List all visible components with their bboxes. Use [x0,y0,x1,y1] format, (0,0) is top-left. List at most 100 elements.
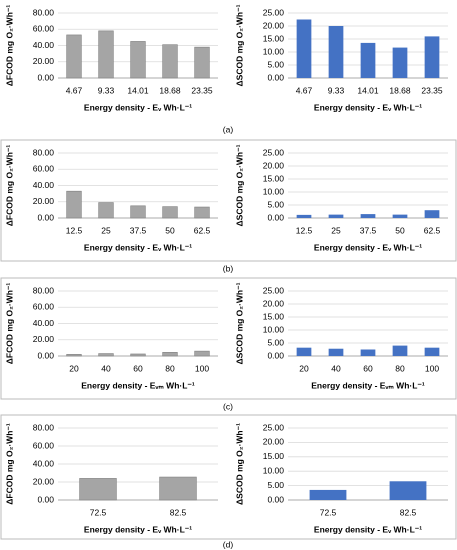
y-axis-label: ΔSCOD mg O₂·Wh⁻¹ [234,282,244,364]
x-tick-label: 18.68 [389,85,411,95]
panel-frame [0,277,457,400]
bar [424,210,440,218]
x-axis-label: Energy density - Eᵥ Wh·L⁻¹ [314,242,422,252]
y-tick-label: 80.00 [33,7,55,17]
y-tick-label: 25.00 [263,147,285,157]
bar [328,26,344,78]
bar [194,46,210,79]
y-tick-label: 15.00 [263,33,285,43]
y-tick-label: 20.00 [33,56,55,66]
y-axis-label: ΔFCOD mg O₂·Wh⁻¹ [4,423,14,505]
y-tick-label: 20.00 [263,437,285,447]
x-tick-label: 23.35 [191,85,213,95]
bar [392,345,408,356]
bar [194,206,210,219]
x-tick-label: 62.5 [194,225,211,235]
y-tick-label: 0.00 [267,72,284,82]
x-axis-label: Energy density - Eᵥ Wh·L⁻¹ [84,102,192,112]
bar [296,214,312,218]
x-tick-label: 25 [331,225,341,235]
y-tick-label: 0.00 [37,72,54,82]
x-tick-label: 37.5 [360,225,377,235]
y-tick-label: 20.00 [263,160,285,170]
y-tick-label: 15.00 [263,311,285,321]
y-tick-label: 25.00 [263,422,285,432]
y-axis-label: ΔFCOD mg O₂·Wh⁻¹ [4,5,14,87]
y-tick-label: 15.00 [263,173,285,183]
bar [162,206,178,219]
x-axis-label: Energy density - Eᵥ Wh·L⁻¹ [314,524,422,534]
x-tick-label: 60 [363,363,373,373]
bar [159,476,197,501]
x-tick-label: 12.5 [296,225,313,235]
bar [79,478,117,501]
bar [162,352,178,357]
bar [392,214,408,218]
bar [130,353,146,357]
x-tick-label: 18.68 [159,85,181,95]
bar [424,36,440,78]
y-tick-label: 10.00 [263,46,285,56]
bar [360,42,376,78]
panel-label: (a) [223,124,234,134]
x-tick-label: 72.5 [320,507,337,517]
bar [66,190,82,219]
x-tick-label: 37.5 [130,225,147,235]
panel-label: (c) [223,401,233,411]
x-tick-label: 40 [101,363,111,373]
y-tick-label: 0.00 [267,350,284,360]
x-tick-label: 9.33 [98,85,115,95]
y-tick-label: 5.00 [267,337,284,347]
bar [296,347,312,356]
y-tick-label: 40.00 [33,40,55,50]
y-tick-label: 20.00 [33,476,55,486]
panel-frame [0,414,457,540]
y-tick-label: 80.00 [33,422,55,432]
bar [424,347,440,356]
bar [360,349,376,356]
x-axis-label: Energy density - Eᵥₘ Wh·L⁻¹ [81,380,195,390]
y-tick-label: 60.00 [33,440,55,450]
y-axis-label: ΔFCOD mg O₂·Wh⁻¹ [4,145,14,227]
x-tick-label: 80 [395,363,405,373]
y-tick-label: 40.00 [33,318,55,328]
y-tick-label: 5.00 [267,480,284,490]
x-axis-label: Energy density - Eᵥ Wh·L⁻¹ [314,102,422,112]
panel-frame [0,139,457,262]
x-tick-label: 82.5 [400,507,417,517]
bar [194,350,210,357]
x-tick-label: 72.5 [90,507,107,517]
y-tick-label: 25.00 [263,285,285,295]
x-tick-label: 60 [133,363,143,373]
y-tick-label: 60.00 [33,24,55,34]
x-tick-label: 25 [101,225,111,235]
bar [98,202,114,219]
bar [66,34,82,79]
bar [98,353,114,357]
x-axis-label: Energy density - Eᵥₘ Wh·L⁻¹ [311,380,425,390]
y-tick-label: 10.00 [263,324,285,334]
y-tick-label: 60.00 [33,302,55,312]
y-tick-label: 20.00 [33,334,55,344]
y-tick-label: 0.00 [37,350,54,360]
panel-label: (d) [223,539,234,549]
x-tick-label: 14.01 [127,85,149,95]
x-tick-label: 20 [299,363,309,373]
y-axis-label: ΔSCOD mg O₂·Wh⁻¹ [234,423,244,505]
y-axis-label: ΔSCOD mg O₂·Wh⁻¹ [234,4,244,86]
y-tick-label: 80.00 [33,285,55,295]
y-tick-label: 60.00 [33,164,55,174]
x-tick-label: 62.5 [424,225,441,235]
y-tick-label: 15.00 [263,451,285,461]
y-tick-label: 10.00 [263,186,285,196]
y-tick-label: 40.00 [33,180,55,190]
x-tick-label: 82.5 [170,507,187,517]
y-tick-label: 20.00 [33,196,55,206]
bar [328,214,344,218]
y-tick-label: 80.00 [33,147,55,157]
bar [328,348,344,356]
x-tick-label: 50 [395,225,405,235]
y-tick-label: 0.00 [267,494,284,504]
x-tick-label: 80 [165,363,175,373]
